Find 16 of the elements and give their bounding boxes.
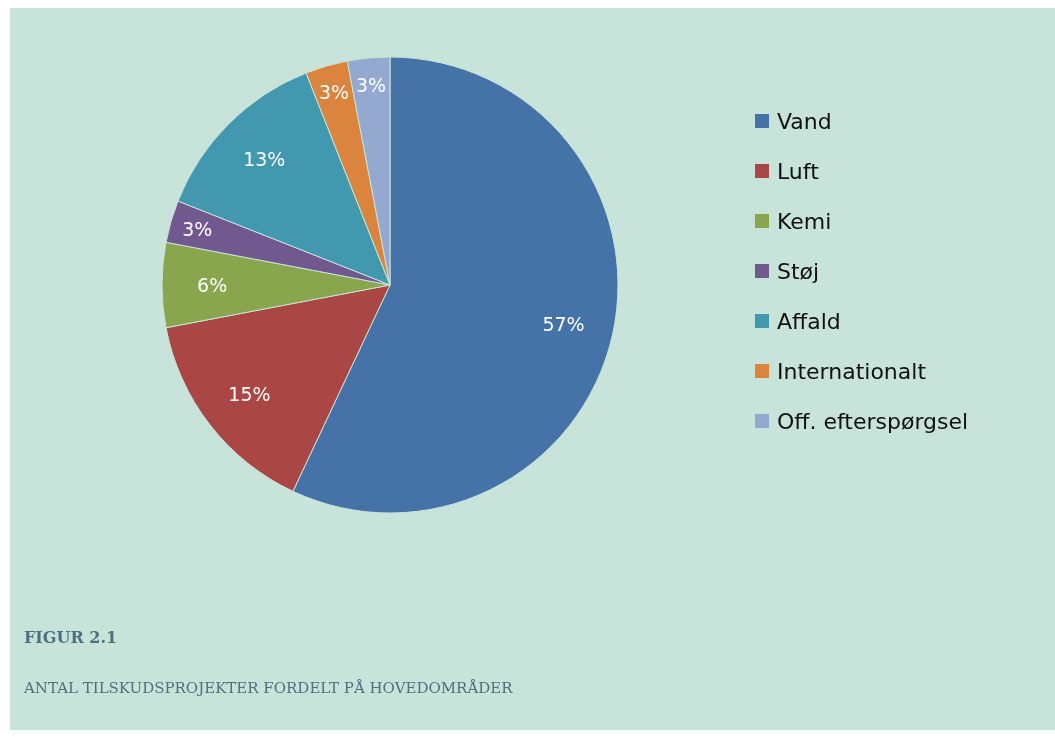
text: ANTAL TILSKUDSPROJEKTER FORDELT PÅ HOVEDOMRÅDER (23, 679, 514, 697)
legend-label: Støj (777, 258, 820, 284)
legend-label: Internationalt (777, 358, 927, 384)
legend-label: Kemi (777, 208, 832, 234)
text: FIGUR 2.1 (24, 628, 118, 647)
data-label: 57% (542, 312, 585, 335)
data-label: 3% (356, 74, 387, 97)
legend-label: Off. efterspørgsel (777, 408, 969, 434)
legend-label: Affald (777, 308, 841, 334)
data-label: 3% (182, 218, 213, 241)
data-label: 6% (197, 274, 228, 296)
legend-label: Luft (777, 158, 820, 184)
legend-label: Vand (777, 108, 832, 134)
data-label: 3% (318, 81, 350, 104)
data-label: 15% (228, 383, 271, 405)
data-label: 13% (243, 148, 286, 171)
